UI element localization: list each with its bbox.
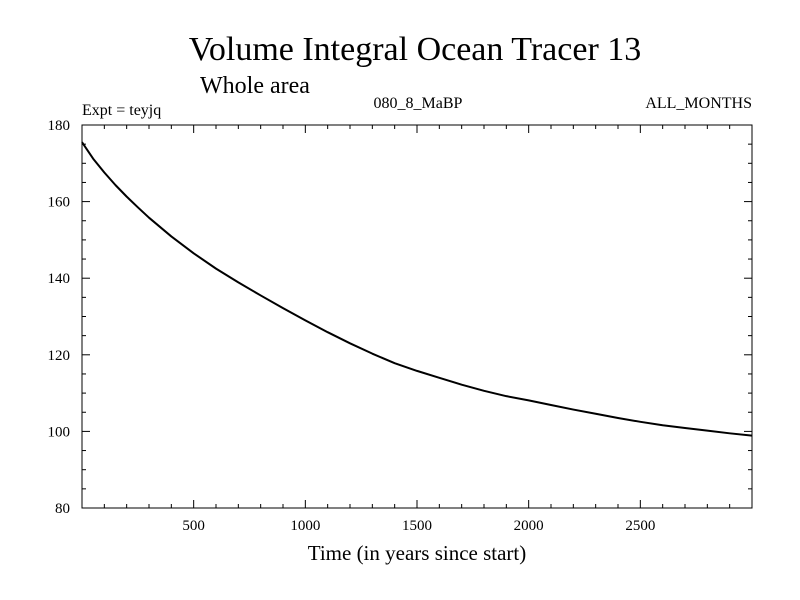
y-tick-label: 120 xyxy=(48,348,71,364)
x-axis-ticks xyxy=(103,125,731,508)
x-tick-label: 2000 xyxy=(514,518,544,534)
plot-frame xyxy=(81,124,753,509)
series-line-0 xyxy=(81,141,753,437)
x-axis-label: Time (in years since start) xyxy=(308,541,527,565)
y-tick-label: 80 xyxy=(55,501,70,517)
y-axis-tick-labels: 80 100 120 140 160 180 xyxy=(48,118,71,517)
period-label: 080_8_MaBP xyxy=(374,95,463,112)
series-group xyxy=(81,141,753,437)
experiment-label: Expt = teyjq xyxy=(82,102,161,119)
x-tick-label: 2500 xyxy=(625,518,655,534)
months-label: ALL_MONTHS xyxy=(645,95,752,112)
y-tick-label: 100 xyxy=(48,424,71,440)
chart-title: Volume Integral Ocean Tracer 13 xyxy=(189,31,642,68)
x-tick-label: 500 xyxy=(182,518,205,534)
y-tick-label: 180 xyxy=(48,118,71,134)
y-tick-label: 140 xyxy=(48,271,71,287)
y-axis-ticks xyxy=(82,143,752,490)
x-axis-tick-labels: 500 1000 1500 2000 2500 xyxy=(182,518,655,534)
x-tick-label: 1500 xyxy=(402,518,432,534)
y-tick-label: 160 xyxy=(48,195,71,211)
x-tick-label: 1000 xyxy=(290,518,320,534)
chart-subtitle: Whole area xyxy=(200,73,310,99)
